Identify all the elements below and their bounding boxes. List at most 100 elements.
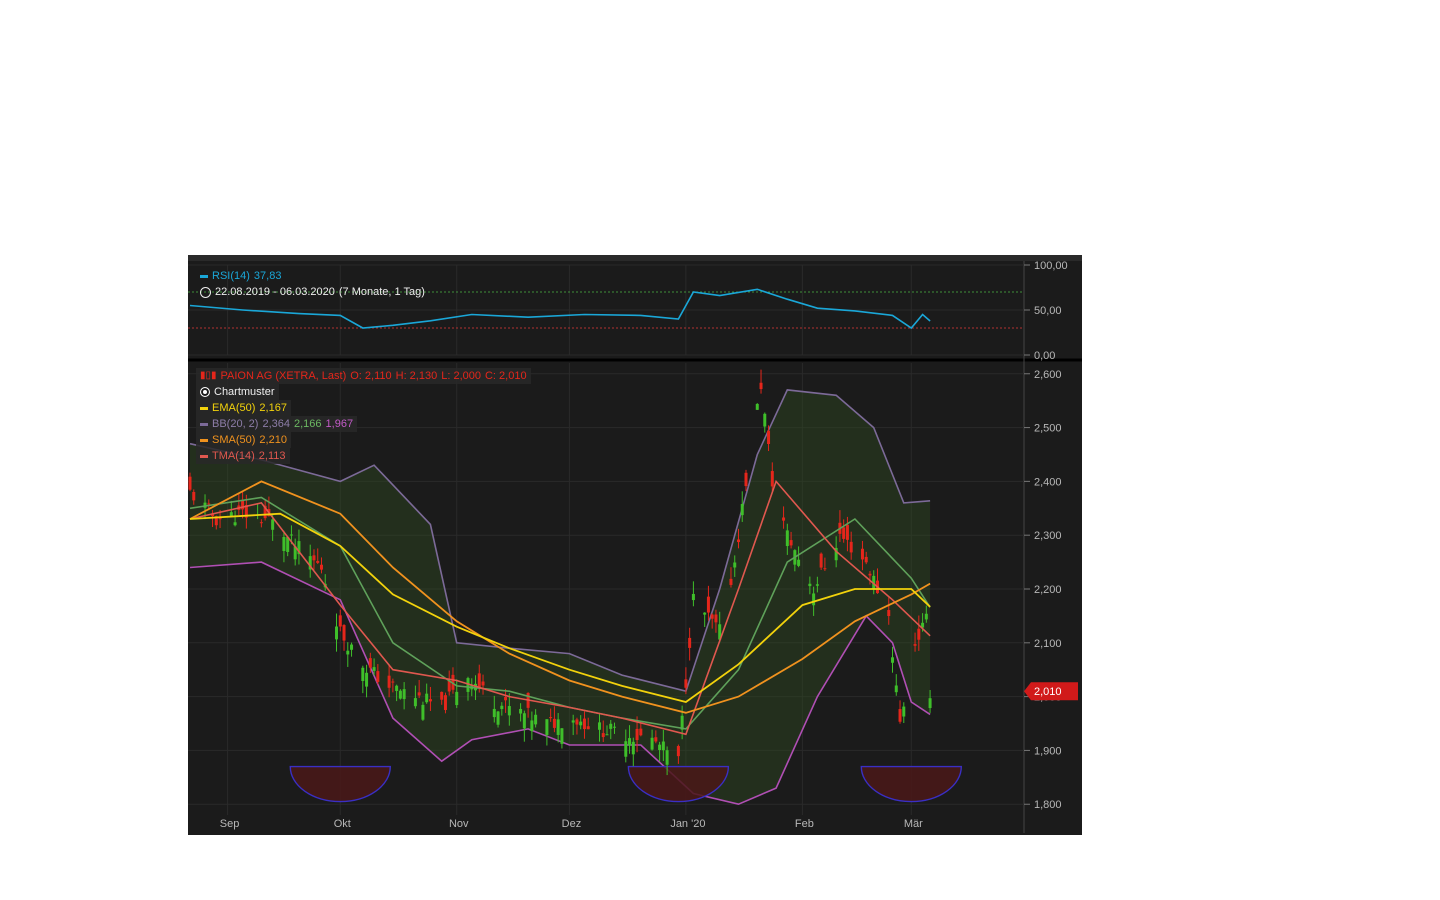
candle-body — [575, 719, 579, 725]
candle-body — [263, 505, 267, 519]
candle-body — [710, 614, 714, 619]
candle-body — [631, 741, 635, 755]
candle-body — [289, 534, 293, 536]
legend-sma-row[interactable]: SMA(50) 2,210 — [196, 432, 291, 448]
candle-body — [413, 698, 417, 707]
candle-body — [481, 681, 485, 686]
chart-window: Sep Okt Nov Dez Jan '20 Feb Mär 100,00 50,00 0,00… — [188, 255, 1082, 835]
candle-body — [680, 715, 684, 730]
candle-body — [744, 472, 748, 487]
candle-body — [703, 612, 707, 615]
cup-pattern-marker — [289, 765, 391, 803]
candle-body — [350, 644, 354, 650]
price-tick-label: 2,500 — [1034, 423, 1062, 435]
candle-body — [928, 698, 932, 709]
candle-body — [214, 516, 218, 526]
candle-body — [530, 720, 534, 732]
last-price-label: 2,010 — [1034, 686, 1062, 698]
candle-body — [605, 734, 609, 736]
candle-body — [188, 476, 192, 490]
candle-body — [891, 657, 895, 663]
candle-body — [860, 548, 864, 560]
candle-body — [808, 583, 812, 587]
legend-ema-row[interactable]: EMA(50) 2,167 — [196, 400, 291, 416]
candle-body — [763, 413, 767, 427]
candle-body — [921, 622, 925, 628]
clock-icon — [200, 286, 211, 298]
candle-body — [335, 626, 339, 640]
candle-body — [417, 692, 421, 696]
cup-pattern-marker — [860, 765, 962, 803]
rsi-swatch — [200, 274, 208, 278]
candle-body — [782, 517, 786, 521]
candle-body — [898, 709, 902, 722]
bb-lower: 1,967 — [325, 418, 354, 430]
rsi-tick-label: 100,00 — [1034, 260, 1068, 272]
candle-body — [872, 575, 876, 589]
candle-body — [736, 539, 740, 543]
candle-body — [654, 737, 658, 742]
candle-body — [522, 713, 526, 729]
candle-body — [579, 721, 583, 726]
x-tick-label: Dez — [562, 818, 582, 830]
candle-body — [613, 726, 617, 728]
bb-upper-line — [189, 389, 931, 693]
candles-icon: ▮▯▮ — [200, 370, 217, 381]
period-note: (7 Monate, 1 Tag) — [338, 286, 425, 298]
legend-tma-row[interactable]: TMA(14) 2,113 — [196, 448, 290, 464]
rsi-line — [189, 288, 931, 330]
rsi-tick-label: 0,00 — [1034, 350, 1055, 362]
candle-body — [767, 430, 771, 445]
candle-body — [387, 675, 391, 688]
candle-body — [293, 546, 297, 560]
price-legend: ▮▯▮ PAION AG (XETRA, Last) O: 2,110 H: 2… — [196, 368, 531, 464]
candle-body — [241, 500, 245, 510]
candle-body — [639, 728, 643, 736]
legend-chartmuster-row[interactable]: Chartmuster — [196, 384, 279, 400]
candle-body — [368, 658, 372, 668]
x-tick-label: Mär — [904, 818, 923, 830]
legend-bb-row[interactable]: BB(20, 2) 2,364 2,166 1,967 — [196, 416, 358, 432]
candle-body — [571, 720, 575, 723]
candle-body — [759, 382, 763, 390]
period-range: 22.08.2019 - 06.03.2020 — [215, 286, 335, 298]
candle-body — [455, 691, 459, 706]
candle-body — [361, 667, 365, 682]
sma-swatch — [200, 438, 208, 442]
candle-body — [402, 689, 406, 700]
sma-label: SMA(50) — [212, 434, 256, 446]
legend-price-row[interactable]: ▮▯▮ PAION AG (XETRA, Last) O: 2,110 H: 2… — [196, 368, 531, 384]
candle-body — [849, 541, 853, 553]
target-icon — [200, 387, 210, 397]
tma-value: 2,113 — [258, 450, 286, 462]
price-tick-label: 2,600 — [1034, 369, 1062, 381]
candle-body — [552, 718, 556, 728]
candle-body — [601, 733, 605, 738]
candle-body — [425, 693, 429, 703]
instrument-title: PAION AG (XETRA, Last) — [220, 370, 347, 382]
bb-upper: 2,364 — [262, 418, 290, 430]
candle-body — [913, 644, 917, 646]
candle-body — [628, 738, 632, 746]
candle-body — [316, 560, 320, 563]
candle-body — [312, 555, 316, 561]
candle-body — [440, 691, 444, 700]
candle-body — [271, 519, 275, 530]
ema-value: 2,167 — [259, 402, 287, 414]
tma-label: TMA(14) — [212, 450, 255, 462]
candle-body — [688, 637, 692, 648]
candle-body — [740, 503, 744, 516]
candle-body — [658, 744, 662, 751]
candle-body — [834, 547, 838, 561]
candle-body — [447, 680, 451, 692]
candle-body — [500, 705, 504, 710]
candle-body — [661, 741, 665, 751]
candle-body — [218, 517, 222, 520]
candle-body — [365, 672, 369, 687]
candle-body — [346, 650, 350, 655]
ema-label: EMA(50) — [212, 402, 256, 414]
candle-body — [233, 522, 237, 526]
last-price-tag — [1024, 682, 1078, 701]
candle-body — [297, 541, 301, 555]
x-tick-label: Nov — [449, 818, 469, 830]
